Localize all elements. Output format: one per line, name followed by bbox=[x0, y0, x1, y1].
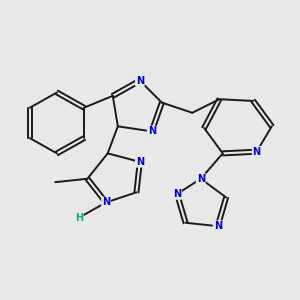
Text: N: N bbox=[136, 76, 144, 85]
Text: N: N bbox=[148, 126, 156, 136]
Text: H: H bbox=[75, 213, 83, 223]
Text: N: N bbox=[253, 147, 261, 157]
Text: N: N bbox=[102, 197, 110, 208]
Text: N: N bbox=[197, 174, 205, 184]
Text: N: N bbox=[214, 221, 222, 231]
Text: N: N bbox=[136, 157, 144, 167]
Text: N: N bbox=[173, 189, 181, 199]
